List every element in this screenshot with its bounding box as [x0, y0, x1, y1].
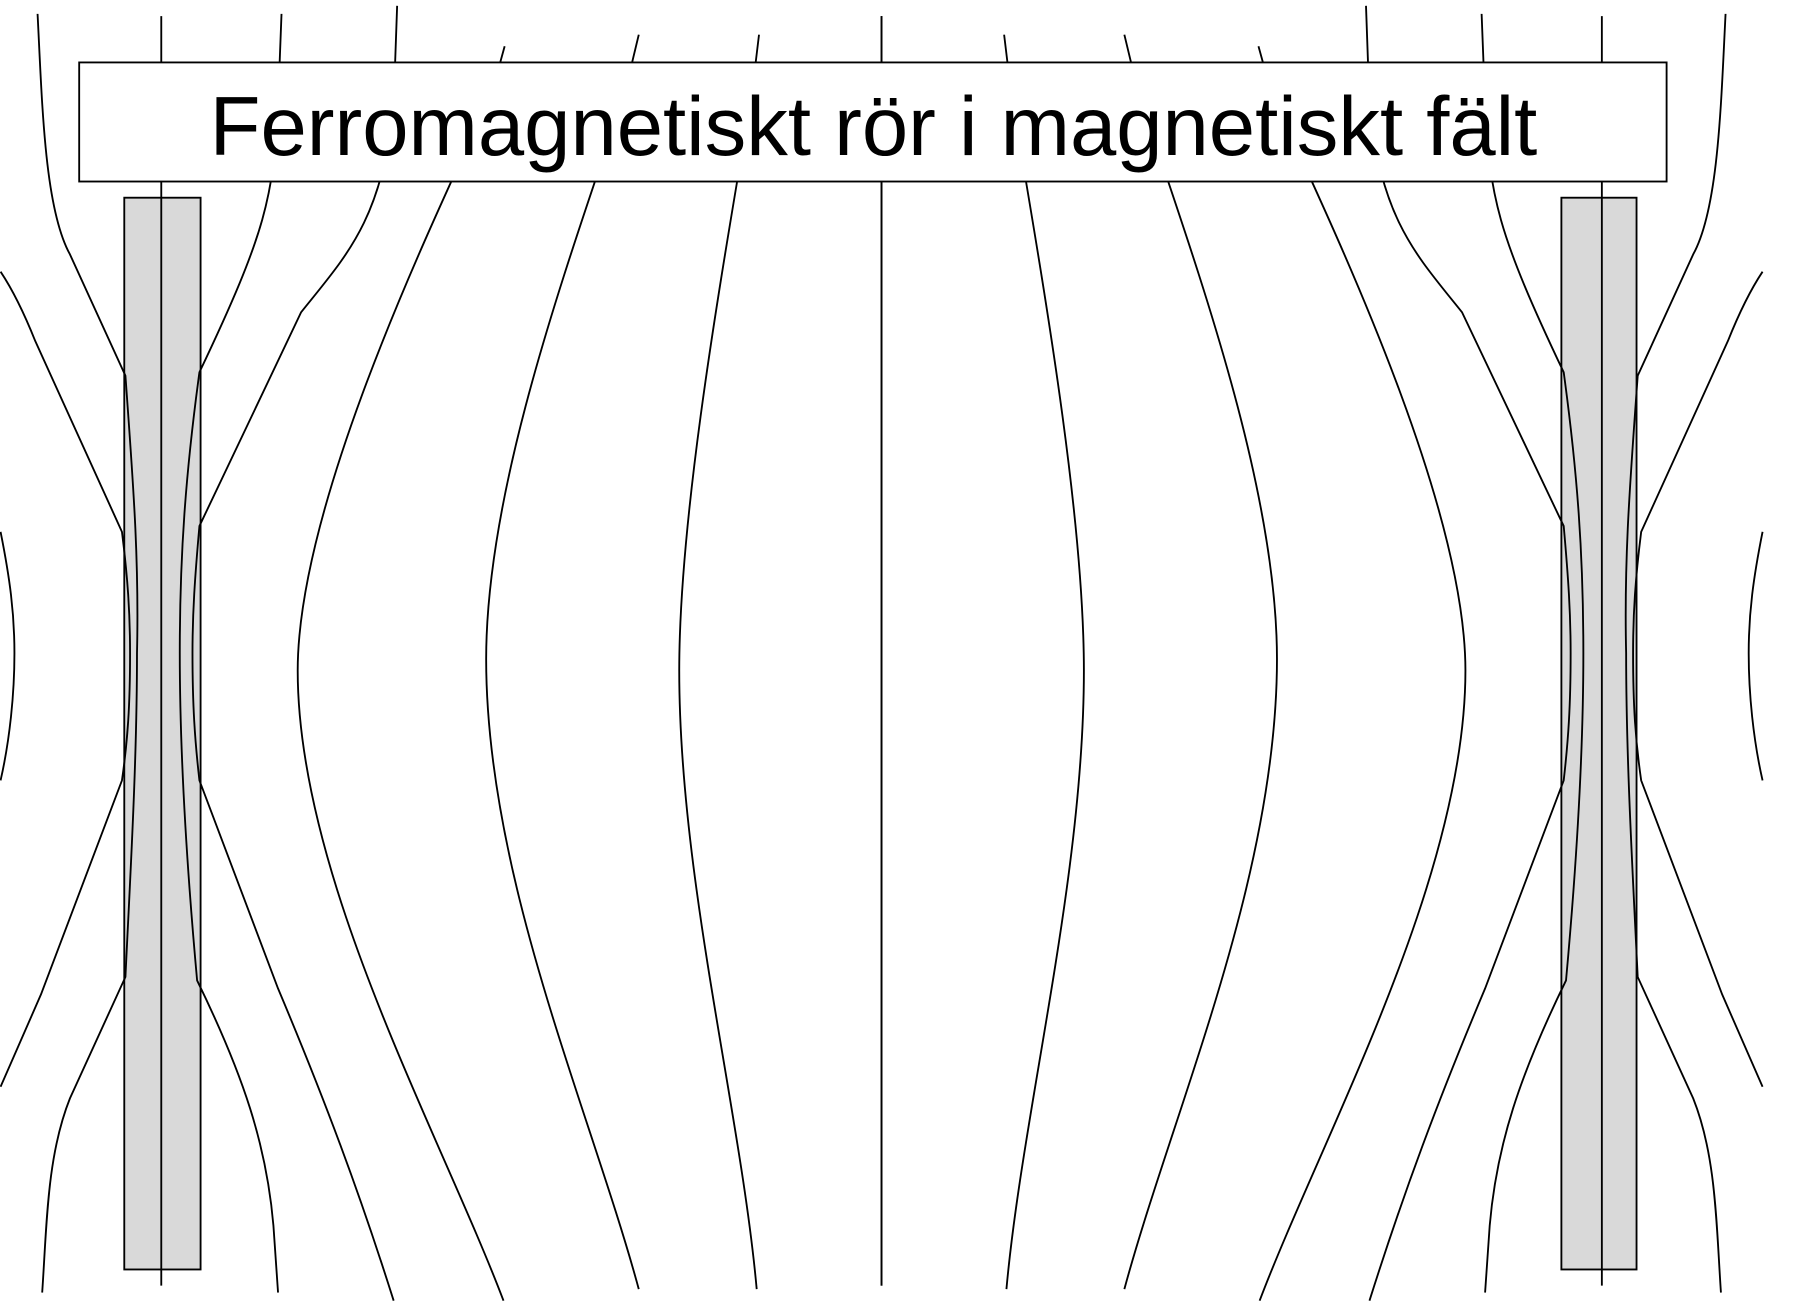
field-line [191, 5, 399, 1301]
tube-wall-right [1560, 196, 1638, 1271]
field-line [485, 34, 640, 1290]
field-line [296, 46, 506, 1302]
field-line [0, 531, 16, 781]
title-box [78, 61, 1668, 183]
tube-wall-left [123, 196, 202, 1271]
title: Ferromagnetiskt rör i magnetiskt fält [210, 80, 1538, 173]
field-line [178, 13, 283, 1293]
field-line [678, 34, 760, 1290]
field-line [0, 271, 131, 1088]
field-line [36, 13, 139, 1293]
